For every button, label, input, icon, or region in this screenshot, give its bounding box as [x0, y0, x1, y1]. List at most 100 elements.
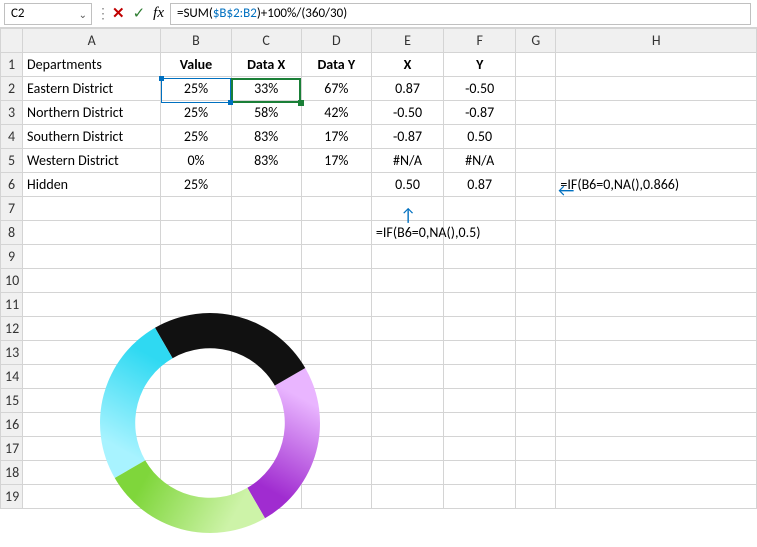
fill-handle[interactable] — [298, 100, 304, 106]
cell[interactable]: 17% — [301, 149, 371, 173]
cell[interactable] — [444, 461, 516, 485]
cell[interactable] — [516, 197, 556, 221]
row-header[interactable]: 4 — [1, 125, 23, 149]
cell[interactable] — [371, 389, 443, 413]
col-header[interactable]: E — [371, 29, 443, 53]
cell[interactable] — [444, 341, 516, 365]
row-header[interactable]: 13 — [1, 341, 23, 365]
cell[interactable] — [556, 245, 757, 269]
cell[interactable] — [556, 101, 757, 125]
cell[interactable] — [556, 389, 757, 413]
cell[interactable]: 83% — [231, 125, 301, 149]
cell[interactable] — [556, 77, 757, 101]
cell[interactable]: Northern District — [23, 101, 161, 125]
cell[interactable] — [301, 173, 371, 197]
cell[interactable]: #N/A — [371, 149, 443, 173]
cell[interactable] — [516, 485, 556, 509]
cell[interactable]: -0.87 — [371, 125, 443, 149]
cell[interactable] — [556, 221, 757, 245]
select-all-corner[interactable] — [1, 29, 23, 53]
cell[interactable]: -0.50 — [371, 101, 443, 125]
cell[interactable] — [371, 269, 443, 293]
cell[interactable] — [161, 221, 231, 245]
cell[interactable]: 83% — [231, 149, 301, 173]
cell[interactable] — [444, 293, 516, 317]
cell[interactable] — [556, 53, 757, 77]
cell[interactable] — [516, 437, 556, 461]
cell[interactable] — [371, 437, 443, 461]
cell[interactable]: Data X — [231, 53, 301, 77]
cell[interactable] — [556, 341, 757, 365]
row-header[interactable]: 8 — [1, 221, 23, 245]
cell[interactable]: Departments — [23, 53, 161, 77]
cell[interactable] — [231, 197, 301, 221]
cell[interactable] — [516, 341, 556, 365]
cell[interactable] — [444, 197, 516, 221]
cell[interactable] — [371, 461, 443, 485]
cell[interactable] — [516, 317, 556, 341]
cell[interactable]: 42% — [301, 101, 371, 125]
row-header[interactable]: 19 — [1, 485, 23, 509]
name-box[interactable]: C2 ⌄ — [4, 3, 92, 25]
cell[interactable] — [516, 245, 556, 269]
row-header[interactable]: 10 — [1, 269, 23, 293]
cell[interactable] — [556, 197, 757, 221]
row-header[interactable]: 5 — [1, 149, 23, 173]
cell[interactable] — [444, 269, 516, 293]
cell[interactable] — [231, 173, 301, 197]
cell[interactable] — [301, 221, 371, 245]
cell[interactable] — [516, 173, 556, 197]
cell[interactable] — [23, 269, 161, 293]
col-header[interactable]: A — [23, 29, 161, 53]
cell[interactable]: Y — [444, 53, 516, 77]
col-header[interactable]: H — [556, 29, 757, 53]
cell[interactable]: 0.87 — [444, 173, 516, 197]
cell[interactable] — [231, 245, 301, 269]
cell[interactable] — [371, 485, 443, 509]
cell[interactable]: 17% — [301, 125, 371, 149]
cell[interactable]: Southern District — [23, 125, 161, 149]
cell[interactable] — [371, 341, 443, 365]
cell[interactable] — [444, 245, 516, 269]
cell[interactable] — [516, 293, 556, 317]
cell[interactable] — [556, 437, 757, 461]
row-header[interactable]: 7 — [1, 197, 23, 221]
cell[interactable] — [301, 197, 371, 221]
fx-icon[interactable]: fx — [153, 5, 164, 22]
cell[interactable]: Hidden — [23, 173, 161, 197]
cell[interactable] — [516, 101, 556, 125]
cell[interactable] — [371, 413, 443, 437]
row-header[interactable]: 3 — [1, 101, 23, 125]
cell[interactable] — [556, 365, 757, 389]
cell[interactable] — [556, 461, 757, 485]
cell[interactable] — [516, 461, 556, 485]
cell[interactable]: -0.87 — [444, 101, 516, 125]
cell[interactable] — [161, 197, 231, 221]
row-header[interactable]: 11 — [1, 293, 23, 317]
cell[interactable] — [371, 293, 443, 317]
cell[interactable] — [371, 245, 443, 269]
cell[interactable] — [301, 245, 371, 269]
col-header[interactable]: F — [444, 29, 516, 53]
cell[interactable] — [371, 317, 443, 341]
cell[interactable]: Data Y — [301, 53, 371, 77]
cell[interactable] — [556, 317, 757, 341]
donut-chart[interactable] — [90, 303, 330, 543]
cell[interactable] — [301, 269, 371, 293]
cell[interactable] — [516, 389, 556, 413]
cell[interactable] — [516, 221, 556, 245]
cell[interactable] — [444, 365, 516, 389]
cell[interactable] — [444, 389, 516, 413]
range-handle[interactable] — [159, 76, 164, 81]
cell[interactable]: 25% — [161, 173, 231, 197]
cell[interactable]: =IF(B6=0,NA(),0.866) — [556, 173, 757, 197]
cell[interactable] — [161, 245, 231, 269]
cell[interactable] — [516, 125, 556, 149]
cell[interactable]: 25% — [161, 101, 231, 125]
cell[interactable]: Eastern District — [23, 77, 161, 101]
cell[interactable]: Western District — [23, 149, 161, 173]
cell[interactable]: 0.87 — [371, 77, 443, 101]
cell[interactable] — [23, 197, 161, 221]
cell[interactable]: 0.50 — [444, 125, 516, 149]
cell[interactable]: X — [371, 53, 443, 77]
